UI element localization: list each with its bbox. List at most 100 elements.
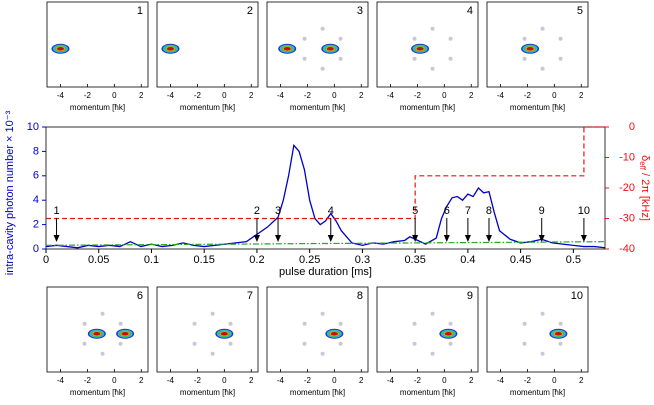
faint-spot	[302, 321, 307, 326]
x-axis-label: momentum [ħk]	[510, 103, 565, 112]
faint-spot	[412, 56, 417, 61]
x-tick-label: 0.35	[404, 254, 425, 266]
series-line	[45, 241, 606, 246]
panel-frame	[266, 1, 369, 88]
faint-spot	[430, 311, 435, 316]
faint-spot	[302, 341, 307, 346]
peak-contour	[416, 46, 424, 51]
x-tick-label: -2	[194, 376, 202, 385]
faint-spot	[558, 56, 563, 61]
y-tick-label: 2	[33, 219, 39, 231]
x-axis-label: momentum [ħk]	[400, 103, 455, 112]
annotation-label: 3	[275, 205, 281, 217]
x-tick-label: 2	[579, 376, 584, 385]
faint-spot	[118, 321, 123, 326]
annotation-label: 2	[254, 205, 260, 217]
y2-tick-label: -40	[619, 243, 635, 255]
x-tick-label: -4	[57, 376, 65, 385]
momentum-peak	[87, 328, 106, 339]
x-tick-label: 2	[469, 376, 474, 385]
faint-spot	[558, 341, 563, 346]
panel-label: 4	[467, 5, 473, 17]
panel-frame	[266, 286, 369, 373]
x-tick-label: -2	[524, 376, 532, 385]
peak-contour	[166, 46, 174, 51]
faint-spot	[100, 311, 105, 316]
x-tick-label: -2	[84, 91, 92, 100]
x-tick-label: 0.05	[88, 254, 109, 266]
panel-frame	[486, 1, 589, 88]
peak-contour	[121, 331, 129, 336]
series-line	[45, 143, 606, 249]
x-axis-label: momentum [ħk]	[70, 388, 125, 397]
y2-label-rest: / 2π [kHz]	[639, 170, 651, 221]
panel-frame	[376, 1, 479, 88]
faint-spot	[448, 321, 453, 326]
x-tick-label: 2	[139, 376, 144, 385]
x-tick-label: -4	[167, 91, 175, 100]
faint-spot	[558, 321, 563, 326]
faint-spot	[522, 56, 527, 61]
x-tick-label: 0	[442, 91, 447, 100]
annotation-label: 8	[486, 205, 492, 217]
y-axis-label: intra-cavity photon number × 10⁻³	[4, 110, 16, 275]
panel-frame	[486, 286, 589, 373]
panel-label: 10	[571, 290, 583, 302]
faint-spot	[82, 341, 87, 346]
momentum-peak	[411, 43, 430, 54]
x-tick-label: -4	[497, 91, 505, 100]
x-tick-label: -2	[84, 376, 92, 385]
arrow-head	[253, 235, 260, 242]
faint-spot	[320, 66, 325, 71]
x-tick-label: 0	[442, 376, 447, 385]
faint-spot	[430, 26, 435, 31]
x-axis-label: momentum [ħk]	[180, 103, 235, 112]
y-tick-label: 10	[27, 121, 39, 133]
faint-spot	[210, 351, 215, 356]
x-tick-label: 2	[249, 376, 254, 385]
x-axis-label: pulse duration [ms]	[279, 266, 372, 278]
y2-label-symbol: δ	[639, 155, 651, 161]
x-tick-label: -4	[277, 91, 285, 100]
faint-spot	[210, 311, 215, 316]
panel-label: 2	[247, 5, 253, 17]
x-tick-label: -2	[524, 91, 532, 100]
series-line	[46, 126, 605, 220]
panel-label: 1	[137, 5, 143, 17]
faint-spot	[540, 351, 545, 356]
momentum-peak	[439, 328, 458, 339]
annotation-label: 6	[444, 205, 450, 217]
faint-spot	[338, 341, 343, 346]
panel-label: 7	[247, 290, 253, 302]
x-tick-label: 0	[222, 376, 227, 385]
faint-spot	[320, 351, 325, 356]
annotation-label: 1	[53, 205, 59, 217]
arrow-head	[443, 235, 450, 242]
arrow-head	[485, 235, 492, 242]
x-tick-label: -4	[387, 91, 395, 100]
y-tick-label: 4	[33, 194, 39, 206]
x-tick-label: 0	[112, 91, 117, 100]
x-tick-label: 0.2	[249, 254, 264, 266]
panel-label: 6	[137, 290, 143, 302]
faint-spot	[192, 321, 197, 326]
x-tick-label: -2	[194, 91, 202, 100]
faint-spot	[540, 26, 545, 31]
x-tick-label: 0.45	[510, 254, 531, 266]
panel-label: 5	[577, 5, 583, 17]
x-tick-label: 0	[552, 376, 557, 385]
x-tick-label: 2	[359, 91, 364, 100]
arrow-head	[275, 235, 282, 242]
annotation-label: 9	[539, 205, 545, 217]
x-axis-label: momentum [ħk]	[180, 388, 235, 397]
x-tick-label: 0.25	[299, 254, 320, 266]
y-tick-label: 0	[33, 243, 39, 255]
annotation-label: 7	[465, 205, 471, 217]
faint-spot	[338, 36, 343, 41]
faint-spot	[228, 321, 233, 326]
x-axis-label: momentum [ħk]	[290, 103, 345, 112]
faint-spot	[338, 321, 343, 326]
x-tick-label: -4	[277, 376, 285, 385]
faint-spot	[302, 56, 307, 61]
